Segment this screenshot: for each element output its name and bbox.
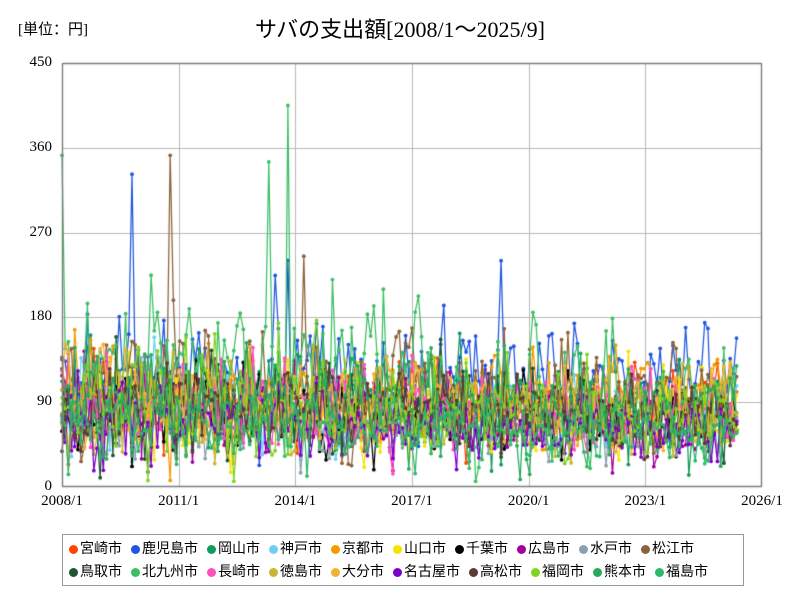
legend-item-label: 北九州市: [142, 565, 198, 580]
legend-marker-icon: [131, 568, 140, 577]
legend-marker-icon: [331, 568, 340, 577]
legend-item[interactable]: 松江市: [641, 542, 694, 557]
legend-row-1: 宮崎市 鹿児島市 岡山市 神戸市 京都市 山口市 千葉市 広島市 水戸市 松江市: [69, 538, 737, 561]
y-axis-tick-label: 360: [29, 138, 53, 155]
legend-marker-icon: [641, 545, 650, 554]
legend-item[interactable]: 鳥取市: [69, 565, 122, 580]
y-axis-tick-label: 0: [44, 478, 53, 494]
y-axis-tick-label: 270: [29, 223, 53, 240]
legend-item-label: 熊本市: [604, 565, 646, 580]
y-axis-tick-label: 180: [29, 308, 53, 325]
legend-marker-icon: [469, 568, 478, 577]
legend-item-label: 長崎市: [218, 565, 260, 580]
legend-item[interactable]: 福岡市: [531, 565, 584, 580]
x-axis-tick-label: 2023/1: [624, 493, 667, 509]
legend-item[interactable]: 山口市: [393, 542, 446, 557]
legend-item-label: 大分市: [342, 565, 384, 580]
legend-item-label: 福岡市: [542, 565, 584, 580]
legend-marker-icon: [69, 545, 78, 554]
legend-item-label: 名古屋市: [404, 565, 460, 580]
legend-row-2: 鳥取市 北九州市 長崎市 徳島市 大分市 名古屋市 高松市 福岡市 熊本市 福島市: [69, 561, 737, 584]
legend-item[interactable]: 鹿児島市: [131, 542, 198, 557]
legend-item-label: 福島市: [666, 565, 708, 580]
legend-marker-icon: [69, 568, 78, 577]
legend-marker-icon: [517, 545, 526, 554]
legend-item[interactable]: 京都市: [331, 542, 384, 557]
chart-legend: 宮崎市 鹿児島市 岡山市 神戸市 京都市 山口市 千葉市 広島市 水戸市 松江市 鳥取市 北九州市 長…: [62, 534, 744, 586]
legend-marker-icon: [207, 568, 216, 577]
legend-item[interactable]: 熊本市: [593, 565, 646, 580]
legend-item-label: 京都市: [342, 542, 384, 557]
legend-item[interactable]: 千葉市: [455, 542, 508, 557]
legend-marker-icon: [331, 545, 340, 554]
legend-item-label: 広島市: [528, 542, 570, 557]
legend-item[interactable]: 北九州市: [131, 565, 198, 580]
legend-item-label: 徳島市: [280, 565, 322, 580]
legend-item[interactable]: 福島市: [655, 565, 708, 580]
legend-item-label: 鹿児島市: [142, 542, 198, 557]
x-axis-tick-label: 2026/1: [741, 493, 783, 509]
legend-marker-icon: [393, 568, 402, 577]
legend-marker-icon: [593, 568, 602, 577]
legend-item[interactable]: 名古屋市: [393, 565, 460, 580]
x-axis-tick-label: 2008/1: [41, 493, 83, 509]
legend-item-label: 鳥取市: [80, 565, 122, 580]
legend-marker-icon: [455, 545, 464, 554]
legend-marker-icon: [131, 545, 140, 554]
legend-item[interactable]: 神戸市: [269, 542, 322, 557]
legend-item[interactable]: 高松市: [469, 565, 522, 580]
y-axis-tick-label: 450: [29, 54, 53, 70]
legend-marker-icon: [207, 545, 216, 554]
legend-marker-icon: [531, 568, 540, 577]
legend-item[interactable]: 宮崎市: [69, 542, 122, 557]
legend-item[interactable]: 徳島市: [269, 565, 322, 580]
legend-item[interactable]: 水戸市: [579, 542, 632, 557]
legend-marker-icon: [655, 568, 664, 577]
legend-item-label: 岡山市: [218, 542, 260, 557]
legend-item-label: 千葉市: [466, 542, 508, 557]
legend-item-label: 山口市: [404, 542, 446, 557]
legend-item-label: 神戸市: [280, 542, 322, 557]
legend-marker-icon: [269, 568, 278, 577]
legend-item[interactable]: 岡山市: [207, 542, 260, 557]
x-axis-tick-label: 2011/1: [158, 493, 200, 509]
legend-marker-icon: [393, 545, 402, 554]
legend-marker-icon: [269, 545, 278, 554]
x-axis-tick-label: 2017/1: [391, 493, 433, 509]
legend-item[interactable]: 大分市: [331, 565, 384, 580]
legend-item-label: 松江市: [652, 542, 694, 557]
legend-item-label: 高松市: [480, 565, 522, 580]
legend-item[interactable]: 長崎市: [207, 565, 260, 580]
legend-item-label: 水戸市: [590, 542, 632, 557]
legend-item-label: 宮崎市: [80, 542, 122, 557]
legend-marker-icon: [579, 545, 588, 554]
x-axis-tick-label: 2014/1: [274, 493, 317, 509]
x-axis-tick-label: 2020/1: [507, 493, 550, 509]
y-axis-tick-label: 90: [37, 393, 52, 410]
legend-item[interactable]: 広島市: [517, 542, 570, 557]
